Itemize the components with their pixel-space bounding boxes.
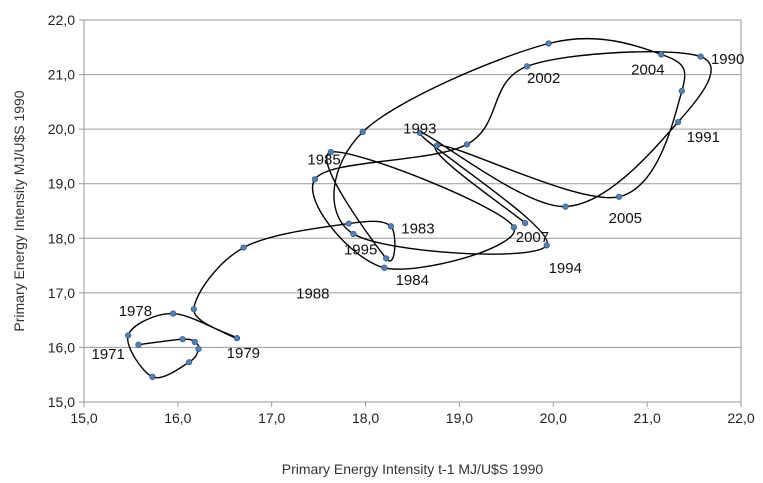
data-point (387, 223, 395, 230)
year-label: 1988 (296, 285, 329, 302)
plot-area-frame (83, 19, 742, 403)
gridlines (84, 74, 741, 348)
x-tick-label: 22,0 (727, 410, 754, 426)
data-point (463, 141, 471, 148)
year-label: 1978 (119, 303, 152, 320)
year-label: 1984 (396, 272, 429, 289)
year-label: 1983 (401, 220, 434, 237)
year-label: 1993 (403, 121, 436, 138)
data-point (345, 220, 352, 227)
year-label: 1991 (687, 129, 720, 146)
data-point (543, 242, 550, 249)
year-label: 1979 (227, 345, 260, 362)
y-tick-label: 21,0 (48, 67, 75, 83)
data-point (697, 53, 704, 60)
y-tick-label: 15,0 (48, 394, 75, 410)
data-point (190, 306, 197, 313)
data-point (510, 224, 517, 231)
data-point (186, 359, 193, 366)
data-point (327, 148, 334, 156)
data-point (195, 345, 202, 353)
data-point (522, 219, 529, 227)
data-point (562, 203, 569, 210)
data-point (545, 40, 552, 47)
x-tick-label: 19,0 (446, 410, 473, 426)
data-point (416, 129, 424, 137)
data-point (523, 63, 531, 70)
y-axis-ticks: 15,0 16,0 17,0 18,0 19,0 20,0 21,0 22,0 (48, 12, 84, 410)
data-point (433, 142, 441, 149)
x-tick-label: 20,0 (540, 410, 567, 426)
year-label: 1971 (92, 346, 125, 363)
data-markers (125, 40, 704, 380)
y-tick-label: 22,0 (48, 12, 75, 28)
data-point (233, 335, 241, 342)
data-point (359, 128, 366, 135)
x-axis-ticks: 15,0 16,0 17,0 18,0 19,0 20,0 21,0 22,0 (70, 402, 755, 426)
data-point (240, 244, 247, 251)
data-point (135, 341, 142, 348)
y-tick-label: 19,0 (48, 176, 75, 192)
y-tick-label: 20,0 (48, 121, 75, 137)
data-point (658, 51, 665, 58)
year-label: 1985 (307, 152, 340, 169)
year-annotations: 1971 1978 1979 1983 1984 1985 1988 1990 1991 1993… (92, 51, 745, 363)
data-series (127, 37, 712, 379)
x-tick-label: 18,0 (352, 410, 379, 426)
data-point (675, 118, 682, 126)
x-tick-label: 17,0 (258, 410, 285, 426)
data-point (170, 310, 177, 317)
x-tick-label: 16,0 (164, 410, 191, 426)
year-label: 2004 (631, 62, 664, 79)
data-point (615, 193, 623, 200)
data-point (678, 87, 685, 95)
x-tick-label: 15,0 (70, 410, 97, 426)
y-tick-label: 16,0 (48, 339, 75, 355)
y-tick-label: 18,0 (48, 230, 75, 246)
x-axis-title: Primary Energy Intensity t-1 MJ/U$S 1990 (282, 461, 544, 477)
y-tick-label: 17,0 (48, 285, 75, 301)
data-point (383, 255, 390, 262)
x-tick-label: 21,0 (634, 410, 661, 426)
series-line (127, 37, 712, 379)
data-point (350, 230, 357, 238)
data-point (311, 176, 318, 183)
y-axis-title: Primary Energy Intensity MJ/U$S 1990 (11, 90, 27, 331)
year-label: 2002 (527, 70, 560, 87)
data-point (191, 338, 198, 346)
year-label: 2005 (609, 210, 642, 227)
year-label: 1995 (344, 242, 377, 259)
year-label: 1994 (549, 260, 582, 277)
year-label: 1990 (711, 51, 744, 68)
year-label: 2007 (516, 229, 549, 246)
data-point (179, 336, 186, 343)
data-point (381, 264, 388, 271)
data-point (125, 332, 132, 339)
data-point (149, 373, 156, 380)
